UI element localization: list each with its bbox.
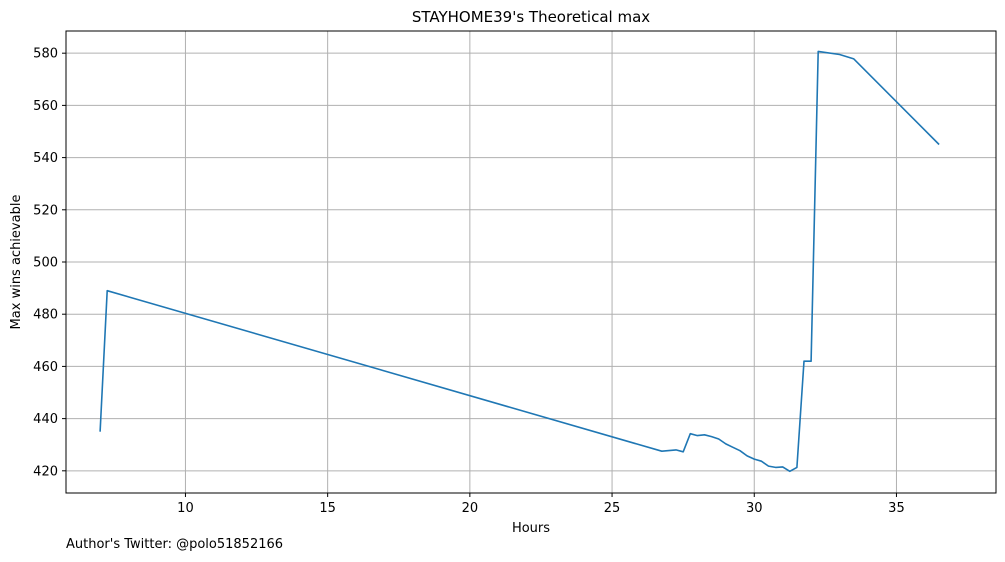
y-tick-label: 460 xyxy=(33,360,58,375)
y-tick-label: 420 xyxy=(33,464,58,479)
x-tick-label: 20 xyxy=(462,501,479,516)
y-tick-label: 500 xyxy=(33,256,58,271)
y-tick-label: 520 xyxy=(33,203,58,218)
y-tick-label: 440 xyxy=(33,412,58,427)
y-tick-label: 560 xyxy=(33,99,58,114)
y-axis-title: Max wins achievable xyxy=(9,195,24,330)
line-layer xyxy=(99,50,940,473)
x-tick-label: 10 xyxy=(177,501,194,516)
x-tick-label: 15 xyxy=(319,501,336,516)
series-line-0 xyxy=(99,50,940,473)
x-tick-label: 35 xyxy=(888,501,905,516)
y-tick-label: 540 xyxy=(33,151,58,166)
y-tick-label: 480 xyxy=(33,308,58,323)
grid-layer xyxy=(66,31,996,493)
x-axis-title: Hours xyxy=(512,521,550,536)
chart-title: STAYHOME39's Theoretical max xyxy=(412,8,650,26)
x-tick-label: 25 xyxy=(604,501,621,516)
author-twitter-note: Author's Twitter: @polo51852166 xyxy=(66,537,284,552)
tick-layer: 10 15 20 25 30 35 420 440 460 480 500 520 540 560 580 xyxy=(33,47,905,516)
x-tick-label: 30 xyxy=(746,501,763,516)
y-tick-label: 580 xyxy=(33,47,58,62)
